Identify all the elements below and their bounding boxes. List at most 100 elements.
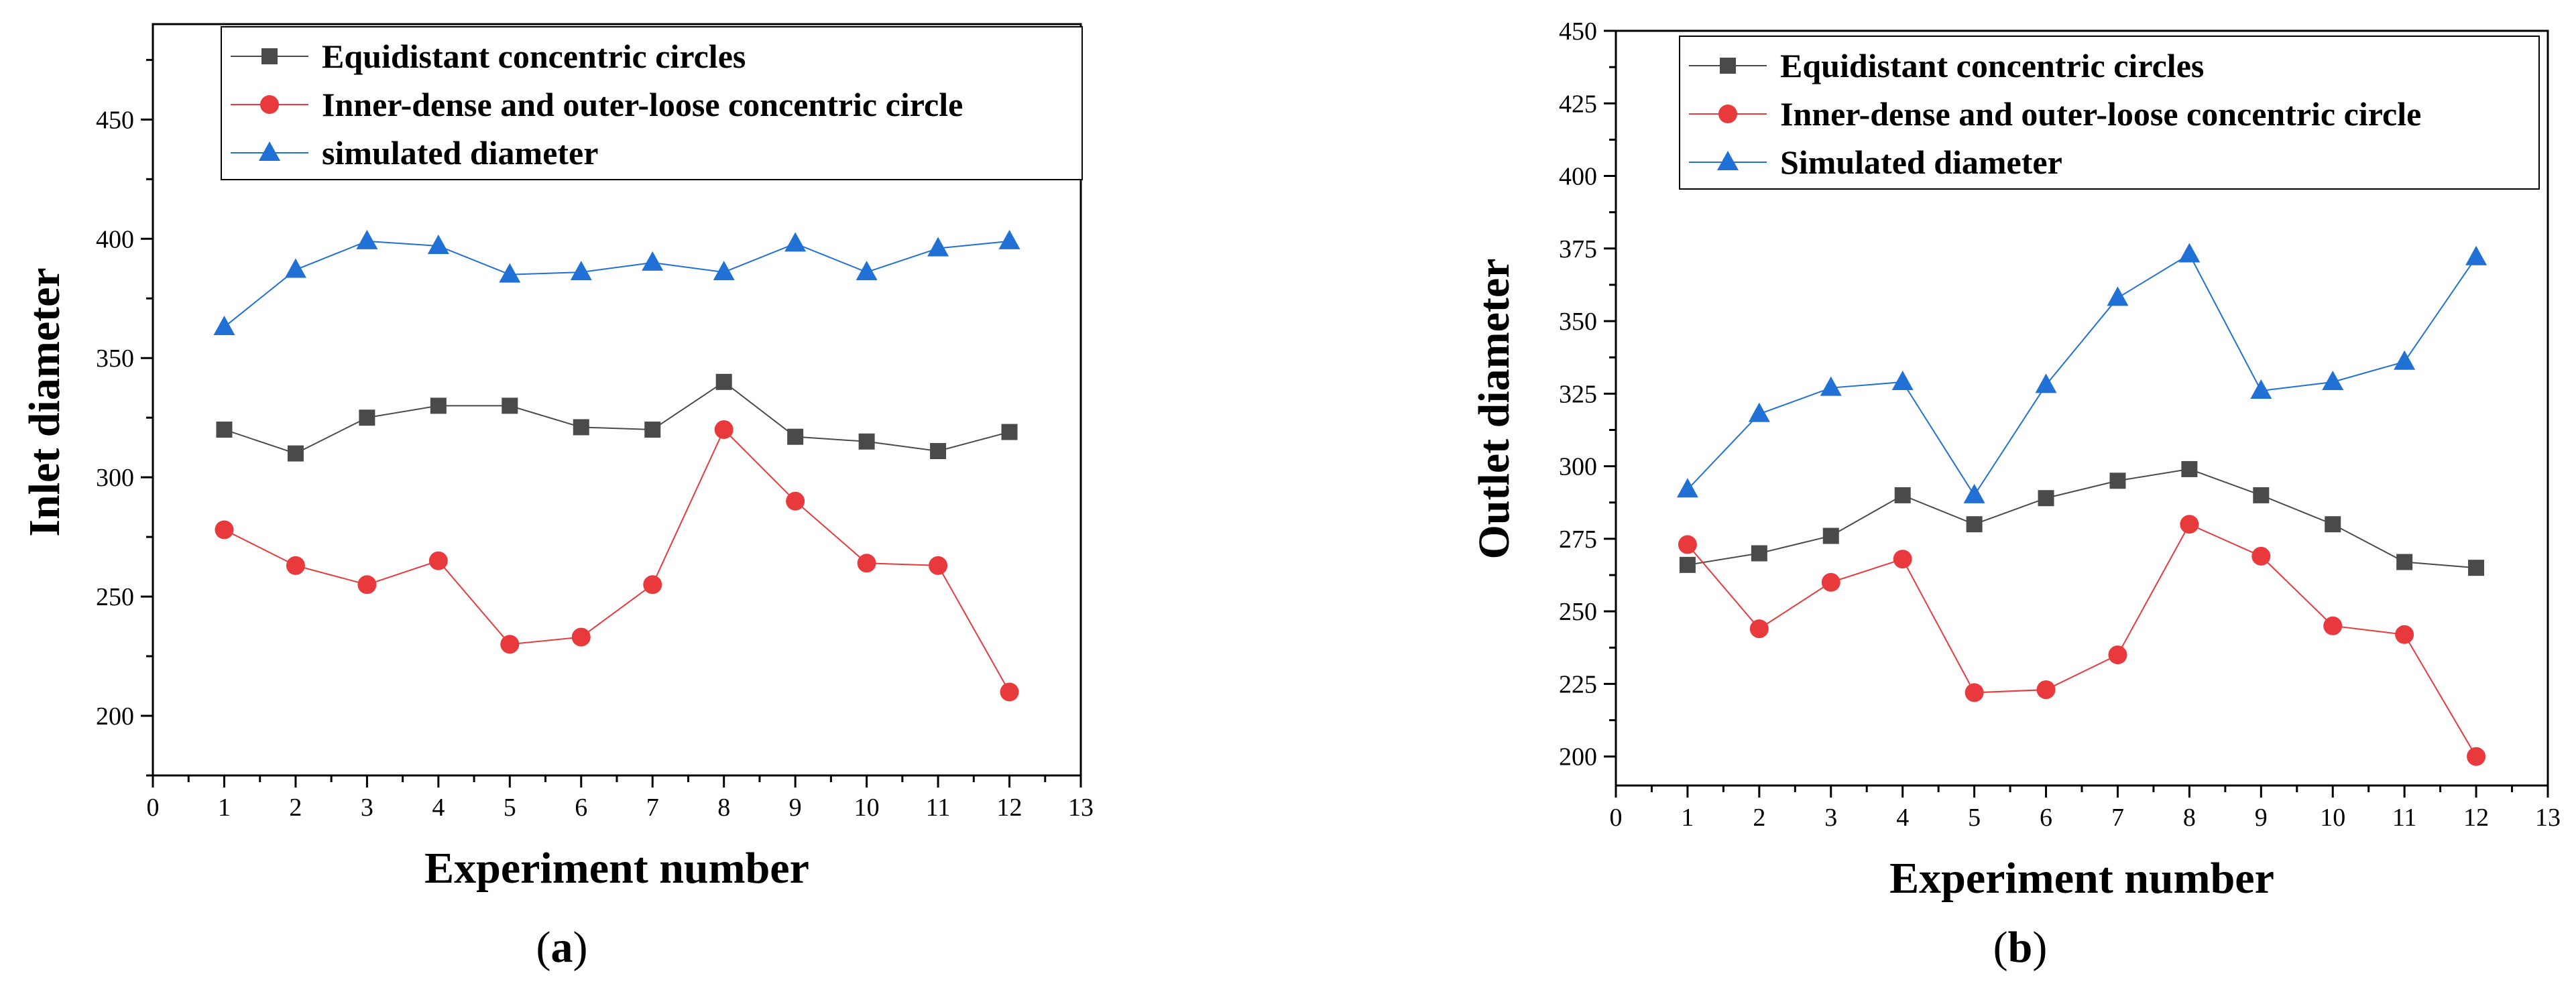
legend-label: Simulated diameter	[1780, 143, 2062, 181]
data-point-series-2	[357, 575, 377, 594]
data-point-series-2	[2251, 546, 2271, 566]
data-point-series-3	[2250, 379, 2272, 399]
data-point-series-2	[1749, 619, 1769, 639]
data-point-series-3	[284, 258, 306, 278]
legend-box	[221, 26, 1083, 180]
x-tick-label: 3	[361, 794, 373, 822]
data-point-series-2	[286, 556, 305, 575]
data-point-series-3	[2178, 243, 2201, 263]
x-tick-label: 3	[1824, 804, 1837, 832]
data-point-series-3	[213, 315, 235, 335]
y-tick-label: 225	[1559, 670, 1597, 698]
legend-label: Equidistant concentric circles	[1780, 47, 2204, 84]
legend-label: simulated diameter	[322, 134, 598, 172]
data-point-series-1	[858, 433, 875, 450]
data-point-series-3	[2394, 350, 2416, 370]
y-axis-title: Inlet diameter	[20, 267, 69, 536]
x-tick-label: 0	[147, 794, 160, 822]
data-point-series-3	[642, 251, 664, 271]
series-line-3	[223, 240, 1010, 328]
series-line-3	[1687, 253, 2477, 497]
data-point-series-3	[570, 261, 592, 281]
y-tick-label: 250	[1559, 598, 1597, 626]
x-tick-label: 10	[2320, 804, 2345, 832]
x-tick-label: 1	[218, 794, 231, 822]
data-point-series-1	[1001, 424, 1018, 440]
x-tick-label: 4	[1896, 804, 1909, 832]
data-point-series-1	[430, 397, 447, 414]
data-point-series-2	[2395, 625, 2414, 644]
y-tick-label: 400	[1559, 163, 1597, 191]
data-point-series-1	[2109, 473, 2126, 489]
data-point-series-1	[287, 445, 304, 462]
data-point-series-3	[998, 229, 1020, 249]
data-point-series-2	[571, 627, 591, 647]
y-tick-label: 350	[1559, 308, 1597, 336]
data-point-series-2	[2323, 616, 2343, 635]
data-point-series-3	[1820, 376, 1842, 396]
data-point-series-2	[2180, 515, 2199, 534]
x-tick-label: 9	[789, 794, 802, 822]
x-tick-label: 11	[2392, 804, 2417, 832]
x-tick-label: 4	[432, 794, 445, 822]
y-axis-title: Outlet diameter	[1470, 258, 1519, 559]
x-tick-label: 11	[926, 794, 951, 822]
x-tick-label: 8	[717, 794, 730, 822]
data-point-series-2	[2108, 645, 2127, 665]
y-tick-label: 425	[1559, 90, 1597, 118]
y-tick-label: 350	[96, 344, 134, 373]
legend-marker	[259, 141, 280, 161]
data-point-series-2	[786, 491, 805, 511]
x-tick-label: 13	[1068, 794, 1094, 822]
data-point-series-2	[643, 575, 662, 594]
x-tick-label: 12	[997, 794, 1022, 822]
data-point-series-2	[1000, 682, 1019, 702]
y-tick-label: 300	[96, 464, 134, 492]
data-point-series-2	[857, 554, 876, 573]
x-tick-label: 8	[2183, 804, 2196, 832]
data-point-series-3	[713, 261, 735, 281]
chart-panel-b: 0 1 2 3 4 5 6 7 8 9 10 11 12 132002252502753003253503…	[1470, 17, 2561, 972]
data-point-series-3	[1963, 483, 1985, 503]
data-point-series-3	[856, 261, 878, 281]
data-point-series-1	[1679, 556, 1696, 573]
series-line-2	[224, 428, 1010, 692]
x-axis-title: Experiment number	[424, 844, 809, 893]
data-point-series-1	[715, 373, 732, 390]
legend-marker	[261, 48, 278, 64]
data-point-series-1	[1894, 487, 1911, 503]
x-tick-label: 0	[1610, 804, 1623, 832]
data-point-series-2	[2467, 747, 2486, 766]
data-point-series-2	[215, 520, 234, 540]
data-point-series-1	[216, 421, 233, 438]
x-tick-label: 5	[504, 794, 516, 822]
panel-label: (a)	[536, 923, 588, 972]
data-point-series-3	[1676, 478, 1698, 498]
chart-panel-a: 0 1 2 3 4 5 6 7 8 9 10 11 12 13200250300350400450Equi…	[20, 23, 1094, 972]
y-tick-label: 450	[96, 106, 134, 134]
data-point-series-1	[2181, 460, 2198, 477]
data-point-series-2	[1893, 550, 1912, 569]
data-point-series-1	[787, 428, 804, 445]
legend-label: Equidistant concentric circles	[322, 38, 746, 75]
legend-box	[1679, 36, 2540, 190]
data-point-series-3	[1748, 402, 1770, 422]
x-tick-label: 7	[2111, 804, 2124, 832]
data-point-series-3	[2107, 286, 2129, 306]
y-tick-label: 375	[1559, 235, 1597, 263]
data-point-series-1	[1966, 516, 1983, 533]
legend-marker	[260, 95, 279, 114]
data-point-series-2	[929, 556, 948, 575]
x-tick-label: 2	[1753, 804, 1765, 832]
data-point-series-3	[1891, 371, 1914, 391]
data-point-series-1	[644, 421, 661, 438]
data-point-series-1	[359, 410, 375, 426]
data-point-series-1	[573, 419, 589, 436]
data-point-series-3	[427, 234, 449, 254]
x-axis-title: Experiment number	[1889, 854, 2274, 903]
data-point-series-2	[428, 551, 448, 570]
data-point-series-3	[784, 232, 807, 252]
x-tick-label: 12	[2463, 804, 2489, 832]
data-point-series-1	[930, 443, 947, 460]
x-tick-label: 6	[575, 794, 587, 822]
